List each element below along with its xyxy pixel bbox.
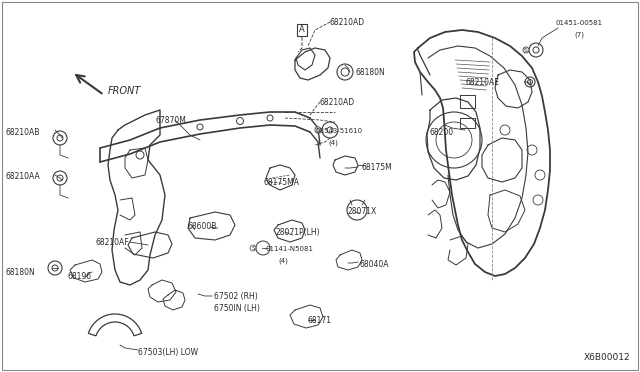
- Text: 68175MA: 68175MA: [263, 178, 299, 187]
- Text: (4): (4): [328, 140, 338, 147]
- Text: (4): (4): [278, 257, 288, 263]
- Text: 01451-00581: 01451-00581: [556, 20, 603, 26]
- Text: FRONT: FRONT: [108, 86, 141, 96]
- Text: 01141-N5081: 01141-N5081: [265, 246, 313, 252]
- Text: 68040A: 68040A: [360, 260, 390, 269]
- Text: 68210AA: 68210AA: [6, 172, 41, 181]
- Text: 68210AF: 68210AF: [96, 238, 130, 247]
- Text: 68180N: 68180N: [355, 68, 385, 77]
- Text: S: S: [524, 48, 528, 52]
- Text: (7): (7): [574, 31, 584, 38]
- Text: A: A: [299, 26, 305, 35]
- Text: 68175M: 68175M: [362, 163, 393, 172]
- Text: 68210AD: 68210AD: [320, 98, 355, 107]
- Text: 08543-51610: 08543-51610: [315, 128, 362, 134]
- Text: 6750IN (LH): 6750IN (LH): [214, 304, 260, 313]
- Text: 67870M: 67870M: [156, 116, 187, 125]
- Text: 68210AE: 68210AE: [466, 78, 500, 87]
- Text: 28071X: 28071X: [348, 207, 377, 216]
- Text: 68196: 68196: [68, 272, 92, 281]
- Text: 68171: 68171: [308, 316, 332, 325]
- Text: 28071P(LH): 28071P(LH): [276, 228, 321, 237]
- Text: 67503(LH) LOW: 67503(LH) LOW: [138, 348, 198, 357]
- Text: S: S: [252, 246, 255, 250]
- Text: 68210AB: 68210AB: [6, 128, 40, 137]
- Text: 68600B: 68600B: [188, 222, 218, 231]
- Text: 68210AD: 68210AD: [330, 18, 365, 27]
- Text: X6B00012: X6B00012: [584, 353, 630, 362]
- Text: S: S: [316, 128, 320, 132]
- Text: 68180N: 68180N: [6, 268, 36, 277]
- Text: 68200: 68200: [430, 128, 454, 137]
- Text: 67502 (RH): 67502 (RH): [214, 292, 258, 301]
